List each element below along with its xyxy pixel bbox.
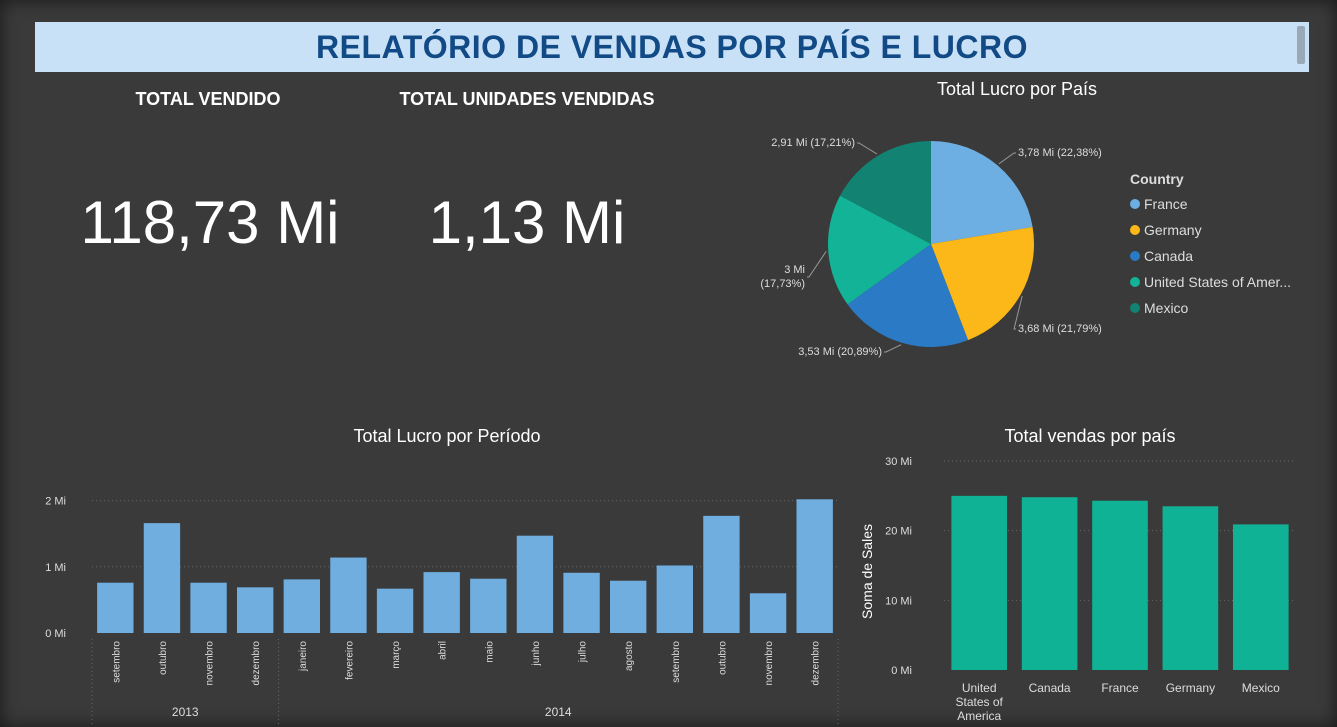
legend-item[interactable]: Canada	[1130, 243, 1291, 269]
country-bar[interactable]	[1232, 524, 1289, 670]
x-tick-label: fevereiro	[344, 641, 355, 680]
x-tick-label: setembro	[111, 641, 122, 683]
legend-swatch	[1130, 277, 1140, 287]
y-axis-label: Soma de Sales	[859, 524, 875, 619]
report-title: RELATÓRIO DE VENDAS POR PAÍS E LUCRO	[316, 28, 1028, 65]
period-bar[interactable]	[376, 588, 414, 633]
x-tick-label: Germany	[1166, 681, 1215, 695]
x-tick-label: agosto	[624, 641, 635, 671]
pie-slice[interactable]	[931, 227, 1034, 341]
pie-leader-line	[998, 152, 1016, 165]
legend-swatch	[1130, 251, 1140, 261]
pie-data-label: 3,53 Mi (20,89%)	[798, 346, 882, 358]
y-tick-label: 1 Mi	[45, 562, 66, 574]
legend-swatch	[1130, 303, 1140, 313]
pie-legend: Country France Germany Canada United States…	[1130, 171, 1291, 321]
legend-title: Country	[1130, 171, 1184, 187]
x-tick-label: outubro	[158, 641, 169, 675]
pie-chart: 3,78 Mi (22,38%) 3,68 Mi (21,79%) 3,53 Mi …	[760, 137, 1102, 358]
period-bar[interactable]	[796, 499, 833, 633]
period-bar[interactable]	[656, 565, 693, 633]
country-bar[interactable]	[1092, 500, 1148, 670]
period-bar-chart: 0 Mi 1 Mi 2 Mi setembro outubro novembro dezem…	[45, 496, 839, 727]
pie-slice[interactable]	[840, 141, 931, 244]
x-tick-label: Canada	[1029, 681, 1071, 695]
x-tick-label: março	[391, 641, 402, 669]
legend-label: Mexico	[1144, 300, 1189, 316]
x-tick-label: julho	[578, 641, 589, 664]
y-tick-label: 0 Mi	[891, 665, 912, 677]
period-bar[interactable]	[610, 580, 647, 633]
y-tick-label: 30 Mi	[885, 456, 912, 468]
country-bar[interactable]	[1021, 497, 1078, 670]
legend-swatch	[1130, 199, 1140, 209]
kpi-total-vendido-value: 118,73 Mi	[80, 189, 340, 256]
y-tick-label: 0 Mi	[45, 628, 66, 640]
period-bar[interactable]	[237, 587, 274, 633]
x-tick-label: novembro	[205, 641, 216, 686]
y-tick-label: 2 Mi	[45, 496, 66, 508]
country-chart-title: Total vendas por país	[1004, 426, 1176, 446]
period-bar[interactable]	[563, 572, 600, 633]
country-bar[interactable]	[951, 495, 1008, 670]
period-bar[interactable]	[190, 582, 227, 633]
x-tick-label: United States of America	[956, 681, 1004, 723]
period-chart-title: Total Lucro por Período	[353, 426, 541, 446]
legend-label: Germany	[1144, 222, 1202, 238]
period-bar[interactable]	[749, 593, 787, 633]
pie-slice[interactable]	[828, 195, 931, 305]
legend-item[interactable]: France	[1130, 191, 1291, 217]
pie-slice[interactable]	[931, 141, 1033, 244]
period-bar[interactable]	[470, 578, 507, 633]
kpi-total-vendido-label: TOTAL VENDIDO	[135, 89, 281, 109]
period-bar[interactable]	[97, 582, 134, 633]
pie-data-label: 3,78 Mi (22,38%)	[1018, 147, 1102, 159]
y-tick-label: 10 Mi	[885, 595, 912, 607]
pie-chart-title: Total Lucro por País	[936, 79, 1098, 99]
x-tick-label: janeiro	[298, 641, 309, 672]
legend-label: Canada	[1144, 248, 1194, 264]
report-title-banner: RELATÓRIO DE VENDAS POR PAÍS E LUCRO	[35, 22, 1309, 72]
period-bar[interactable]	[703, 515, 740, 633]
period-bar[interactable]	[516, 535, 554, 633]
kpi-total-unidades-value: 1,13 Mi	[428, 189, 626, 256]
x-tick-label: junho	[531, 641, 542, 667]
x-tick-label: outubro	[717, 641, 728, 675]
legend-item[interactable]: Mexico	[1130, 295, 1291, 321]
scrollbar-thumb[interactable]	[1297, 26, 1305, 64]
x-tick-label: Mexico	[1242, 681, 1280, 695]
period-bar[interactable]	[143, 523, 181, 633]
x-tick-label: France	[1101, 681, 1139, 695]
pie-leader-line	[1013, 295, 1023, 330]
pie-leader-line	[884, 344, 902, 353]
legend-label: France	[1144, 196, 1188, 212]
legend-label: United States of Amer...	[1144, 274, 1292, 290]
period-bar[interactable]	[330, 557, 367, 633]
pie-data-label: 3,68 Mi (21,79%)	[1018, 323, 1102, 335]
legend-item[interactable]: Germany	[1130, 217, 1291, 243]
group-label: 2013	[172, 705, 199, 719]
pie-leader-line	[807, 250, 827, 278]
x-tick-label: abril	[438, 641, 449, 660]
x-tick-label: dezembro	[811, 641, 822, 686]
x-tick-label: maio	[484, 641, 495, 663]
y-tick-label: 20 Mi	[885, 526, 912, 538]
pie-data-label: 3 Mi (17,73%)	[760, 264, 805, 290]
x-tick-label: novembro	[764, 641, 775, 686]
legend-swatch	[1130, 225, 1140, 235]
country-bar[interactable]	[1162, 506, 1219, 670]
period-bar[interactable]	[423, 572, 460, 633]
pie-leader-line	[857, 142, 878, 155]
period-bar[interactable]	[283, 579, 320, 633]
kpi-total-unidades-label: TOTAL UNIDADES VENDIDAS	[399, 89, 655, 109]
x-tick-label: dezembro	[251, 641, 262, 686]
legend-item[interactable]: United States of Amer...	[1130, 269, 1291, 295]
x-tick-label: setembro	[671, 641, 682, 683]
pie-slice[interactable]	[847, 244, 969, 347]
pie-data-label: 2,91 Mi (17,21%)	[771, 137, 855, 149]
country-bar-chart: 0 Mi 10 Mi 20 Mi 30 Mi Soma de Sales United St…	[859, 456, 1296, 723]
group-label: 2014	[545, 705, 572, 719]
